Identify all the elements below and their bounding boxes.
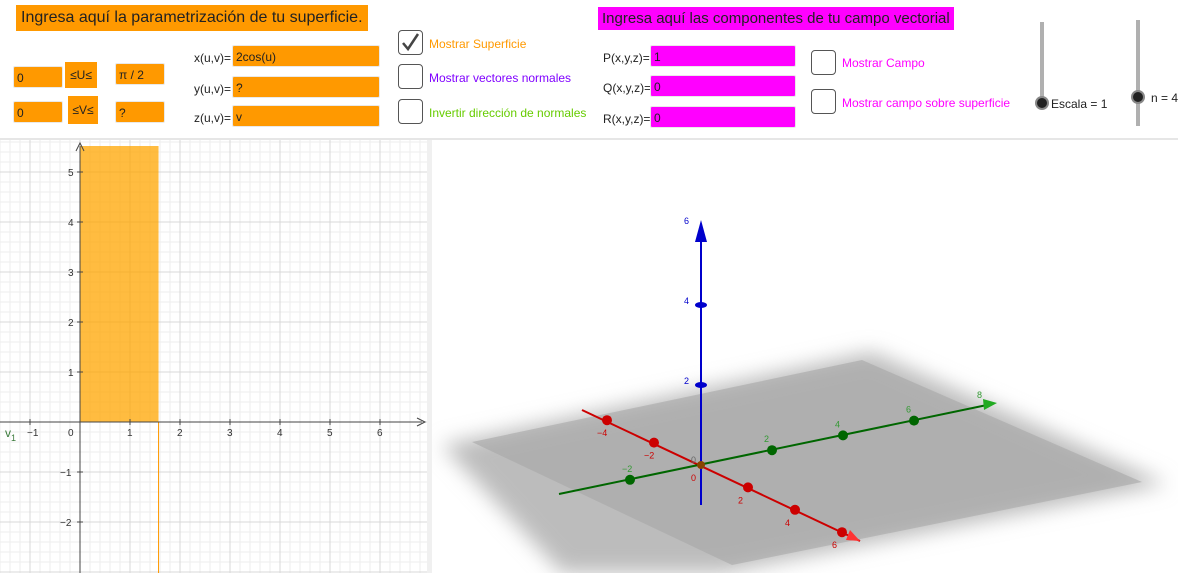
show-normals-label: Mostrar vectores normales	[429, 71, 572, 85]
n-slider-label: n = 4	[1151, 91, 1178, 105]
y-tick-label-3d: 4	[835, 419, 840, 429]
x-axis-2d-arrow	[416, 417, 427, 427]
x-tick-label-3d: 6	[832, 540, 837, 550]
view-separator	[427, 140, 432, 573]
graphics-2d-view[interactable]: −1 0 1 2 3 4 5 6 5 4 3 2 1 −1 −2 v1	[0, 140, 427, 573]
y-tick-label-3d: 8	[977, 390, 982, 400]
z-axis-3d-arrow	[695, 220, 707, 242]
u-max-input[interactable]: π / 2	[115, 63, 165, 85]
u-min-input[interactable]: 0	[13, 66, 63, 88]
show-field-checkbox[interactable]	[811, 50, 836, 75]
p-component-input[interactable]: 1	[650, 45, 796, 67]
y-axis-2d-arrow	[75, 141, 85, 152]
x-tick-label: −1	[27, 428, 39, 439]
x-tick-label-3d: 4	[785, 518, 790, 528]
xy-plane-core	[472, 360, 1142, 565]
x-tick-label: 2	[177, 428, 183, 439]
x-tick-label-3d: 2	[738, 495, 743, 505]
x-tick-label: 6	[377, 428, 383, 439]
x-tick-label-3d: −2	[644, 451, 654, 461]
r-component-label: R(x,y,z)=	[603, 112, 651, 126]
u-range-label: ≤U≤	[65, 62, 97, 88]
x-tick-label: 1	[127, 428, 133, 439]
z-tick-label: 2	[684, 376, 689, 386]
x-tick-label-3d: −4	[597, 428, 607, 438]
field-banner: Ingresa aquí las componentes de tu campo…	[598, 7, 954, 30]
v-min-input[interactable]: 0	[13, 101, 63, 123]
axis-label-v: v1	[5, 426, 16, 443]
z-function-label: z(u,v)=	[194, 111, 232, 125]
z-tick-label: 6	[684, 216, 689, 226]
x-axis-3d-arrow	[846, 530, 860, 541]
checkmark-icon	[402, 33, 420, 52]
ticks-2d: −1 0 1 2 3 4 5 6 5 4 3 2 1 −1 −2	[27, 168, 383, 529]
n-slider-track[interactable]	[1136, 20, 1140, 126]
invert-normals-label: Invertir dirección de normales	[429, 106, 587, 120]
y-tick-label-3d: 2	[764, 434, 769, 444]
invert-normals-checkbox[interactable]	[398, 99, 423, 124]
origin-point	[697, 461, 705, 469]
show-normals-checkbox[interactable]	[398, 64, 423, 89]
scale-slider-label: Escala = 1	[1051, 97, 1108, 111]
x-tick-label: 5	[327, 428, 333, 439]
y-tick-label: −1	[60, 468, 72, 479]
q-component-input[interactable]: 0	[650, 75, 796, 97]
scale-slider-knob[interactable]	[1035, 96, 1049, 110]
x-tick-label: 0	[68, 428, 74, 439]
x-function-label: x(u,v)=	[194, 51, 232, 65]
y-axis-3d-arrow	[983, 399, 997, 410]
y-tick-label-3d: 6	[906, 405, 911, 415]
z-function-input[interactable]: v	[232, 105, 380, 127]
p-component-label: P(x,y,z)=	[603, 51, 650, 65]
y-tick-label: 1	[68, 368, 74, 379]
v-max-input[interactable]: ?	[115, 101, 165, 123]
show-surface-checkbox[interactable]	[398, 30, 423, 55]
y-tick-label-3d: −2	[622, 464, 632, 474]
n-slider-knob[interactable]	[1131, 90, 1145, 104]
x-tick-label: 3	[227, 428, 233, 439]
show-field-on-surface-checkbox[interactable]	[811, 89, 836, 114]
z-tick-label: 4	[684, 296, 689, 306]
y-tick-label: 3	[68, 268, 74, 279]
ticks-3d: 2 4 6 −4 −2 0 2 4 6 −2 0 2 4 6 8	[597, 216, 982, 550]
y-function-label: y(u,v)=	[194, 82, 232, 96]
y-tick-label-3d: 0	[691, 455, 696, 465]
x-function-input[interactable]: 2cos(u)	[232, 45, 380, 67]
v-range-label: ≤V≤	[68, 96, 98, 124]
grid-2d	[0, 140, 427, 573]
y-tick-label: 5	[68, 168, 74, 179]
x-axis-3d	[581, 409, 861, 542]
toolbar-divider	[0, 138, 1178, 140]
show-field-on-surface-label: Mostrar campo sobre superficie	[842, 96, 1011, 110]
show-field-label: Mostrar Campo	[842, 56, 925, 70]
r-component-input[interactable]: 0	[650, 106, 796, 128]
y-function-input[interactable]: ?	[232, 76, 380, 98]
parameter-region	[80, 146, 159, 422]
scale-slider-track[interactable]	[1040, 22, 1044, 104]
y-tick-label: 2	[68, 318, 74, 329]
graphics-3d-view[interactable]: 2 4 6 −4 −2 0 2 4 6 −2 0 2 4 6 8	[432, 140, 1178, 573]
show-surface-label: Mostrar Superficie	[429, 37, 527, 51]
y-tick-label: −2	[60, 518, 72, 529]
x-tick-label-3d: 0	[691, 473, 696, 483]
y-tick-label: 4	[68, 218, 74, 229]
parametrization-banner: Ingresa aquí la parametrización de tu su…	[16, 5, 368, 31]
q-component-label: Q(x,y,z)=	[603, 81, 652, 95]
x-tick-label: 4	[277, 428, 283, 439]
